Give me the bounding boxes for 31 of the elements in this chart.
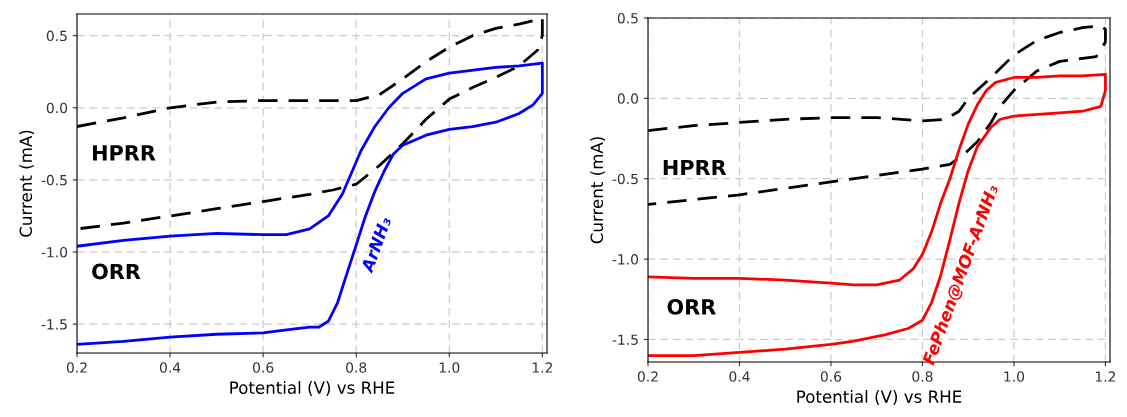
x-tick-label: 0.4 [159, 362, 181, 373]
y-axis-title: Current (mA) [590, 137, 606, 244]
y-tick-label: 0.0 [617, 93, 639, 104]
annotation: HPRR [93, 145, 156, 161]
x-axis-title: Potential (V) vs RHE [797, 390, 962, 405]
y-tick-label: -1.5 [41, 319, 67, 330]
y-tick-label: -1.0 [41, 246, 68, 258]
y-axis-title: Current (mA) [19, 130, 35, 237]
x-tick-label: 0.6 [820, 371, 842, 382]
annotation: ORR [92, 263, 141, 280]
x-tick-label: 0.8 [912, 371, 933, 382]
x-tick-label: 0.8 [346, 362, 367, 373]
x-tick-label: 1.2 [1095, 371, 1116, 382]
x-tick-label: 0.2 [637, 371, 658, 382]
y-tick-label: -1.0 [612, 254, 639, 265]
y-tick-label: 0.0 [46, 102, 68, 114]
annotation: ORR [667, 298, 716, 315]
x-tick-label: 1.0 [439, 362, 460, 373]
annotation: HPRR [663, 159, 727, 176]
x-tick-label: 1.2 [532, 362, 552, 373]
line-series [77, 61, 544, 346]
y-tick-label: -0.5 [41, 174, 67, 186]
y-tick-label: 0.5 [617, 12, 638, 24]
y-tick-label: -0.5 [612, 173, 638, 185]
x-tick-label: 0.4 [729, 371, 750, 382]
y-tick-label: -1.5 [612, 334, 638, 345]
x-tick-label: 0.6 [253, 362, 274, 373]
x-axis-title: Potential (V) vs RHE [230, 381, 395, 396]
x-tick-label: 1.0 [1004, 371, 1025, 382]
x-tick-label: 0.2 [66, 362, 87, 373]
y-tick-label: 0.5 [46, 30, 67, 42]
